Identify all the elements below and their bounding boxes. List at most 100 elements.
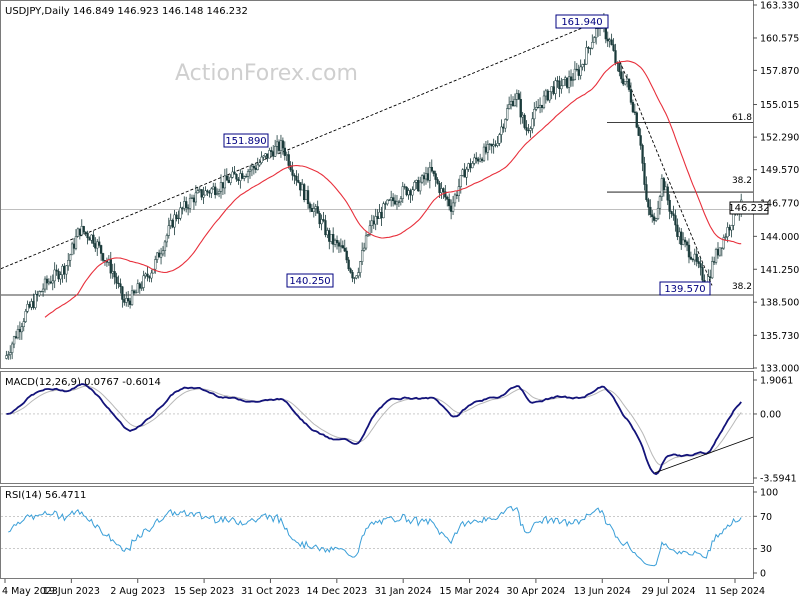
label-low1: 140.250 xyxy=(286,273,334,288)
rsi-line xyxy=(1,505,753,567)
rsi-main-line xyxy=(8,505,742,567)
candle-body xyxy=(424,173,428,180)
candle-body xyxy=(332,234,335,245)
candle-body xyxy=(651,214,654,218)
candle-body xyxy=(246,171,250,177)
candle-body xyxy=(533,108,536,120)
candle-body xyxy=(63,265,66,275)
candle-body xyxy=(119,283,122,287)
candle-body xyxy=(275,141,279,147)
candle-body xyxy=(20,326,23,333)
candle-body xyxy=(335,239,339,243)
candle-body xyxy=(390,197,393,201)
label-high2: 161.940 xyxy=(555,14,609,29)
candle-body xyxy=(386,199,389,205)
candle-body xyxy=(552,86,555,94)
candle-body xyxy=(69,254,72,261)
candle-body xyxy=(531,118,534,129)
macd-signal-line xyxy=(6,385,742,466)
y-tick-label: 163.330 xyxy=(760,1,799,12)
candle-body xyxy=(362,247,366,251)
candle-body xyxy=(409,190,412,196)
candle-body xyxy=(614,50,617,64)
candle-body xyxy=(285,154,288,156)
candle-body xyxy=(473,157,476,164)
candle-body xyxy=(683,239,687,243)
candle-body xyxy=(117,282,120,285)
candle-body xyxy=(444,191,447,198)
candle-body xyxy=(262,155,265,158)
candle-body xyxy=(173,214,176,228)
candle-body xyxy=(509,101,513,105)
candle-body xyxy=(345,250,348,261)
candle-body xyxy=(322,219,325,221)
macd-axis: 1.9061 0.00 -3.5941 xyxy=(753,376,797,485)
candle-body xyxy=(109,259,112,274)
candle-body xyxy=(635,112,638,128)
rsi-axis: 100 70 30 0 xyxy=(753,488,778,580)
fib-382-upper-label: 38.2 xyxy=(732,176,752,186)
label-high2-text: 161.940 xyxy=(561,17,602,28)
candle-body xyxy=(714,249,718,263)
candle-body xyxy=(328,230,331,242)
candle-body xyxy=(55,269,58,272)
candle-body xyxy=(569,76,573,81)
candle-body xyxy=(695,253,698,262)
candle-body xyxy=(449,205,453,212)
candle-body xyxy=(718,247,722,256)
label-low1-text: 140.250 xyxy=(289,276,330,287)
candle-body xyxy=(241,173,244,179)
candle-body xyxy=(490,143,493,147)
candle-body xyxy=(343,247,346,252)
candlesticks xyxy=(5,13,743,360)
candle-body xyxy=(18,329,22,333)
candle-body xyxy=(664,186,667,191)
candle-body xyxy=(420,175,424,183)
candle-body xyxy=(202,194,205,198)
candle-body xyxy=(724,236,727,238)
candle-body xyxy=(223,175,227,189)
rsi-tick-label: 30 xyxy=(760,544,772,555)
candle-body xyxy=(658,196,662,209)
candle-body xyxy=(442,188,445,192)
price-panel xyxy=(0,0,754,369)
candle-body xyxy=(453,194,457,204)
fib-618-label: 61.8 xyxy=(732,113,752,123)
candle-body xyxy=(9,352,12,355)
candle-body xyxy=(608,39,611,42)
x-tick-label: 15 Mar 2024 xyxy=(439,586,499,597)
candle-body xyxy=(627,78,631,90)
candle-body xyxy=(691,258,694,261)
candle-body xyxy=(150,272,153,279)
candle-body xyxy=(146,273,149,277)
candle-body xyxy=(61,265,64,276)
candle-body xyxy=(94,243,97,249)
candle-body xyxy=(324,220,327,236)
candle-body xyxy=(486,144,490,153)
candle-body xyxy=(480,158,484,161)
candle-body xyxy=(459,175,462,187)
candle-body xyxy=(92,234,95,244)
candle-body xyxy=(221,182,225,189)
candle-body xyxy=(378,211,381,219)
candle-body xyxy=(256,164,259,170)
candle-body xyxy=(515,93,519,100)
candle-body xyxy=(637,126,640,136)
candle-body xyxy=(252,165,256,169)
candle-body xyxy=(78,228,81,236)
candle-body xyxy=(558,80,561,90)
candle-body xyxy=(527,130,530,132)
candle-body xyxy=(270,150,273,152)
candle-body xyxy=(248,169,252,172)
candle-body xyxy=(438,183,441,193)
candle-body xyxy=(53,269,56,282)
candle-body xyxy=(277,141,281,151)
candle-body xyxy=(595,28,598,38)
candle-body xyxy=(70,243,74,256)
channel-trend-line xyxy=(0,18,606,270)
candle-body xyxy=(391,197,395,202)
candle-body xyxy=(167,225,170,236)
candle-body xyxy=(186,207,190,209)
candle-body xyxy=(138,283,141,289)
